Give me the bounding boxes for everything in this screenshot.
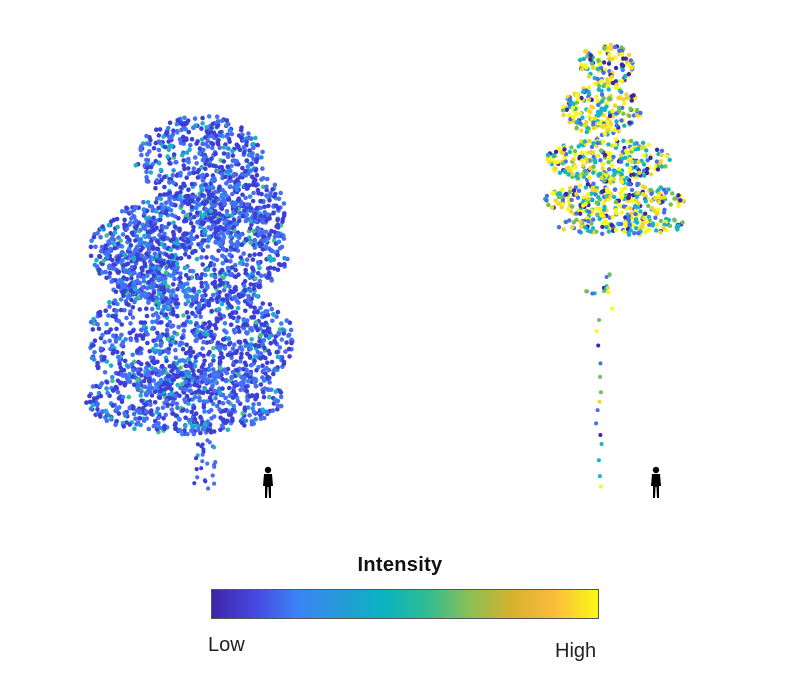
- broadleaf-tree-point-cloud: [84, 114, 295, 491]
- person-silhouette-icon: [263, 466, 273, 498]
- intensity-colorbar: [211, 589, 599, 619]
- person-silhouette-icon: [651, 466, 661, 498]
- colorbar-high-label: High: [555, 640, 597, 662]
- colorbar-title: Intensity: [357, 554, 443, 576]
- colorbar-low-label: Low: [208, 634, 245, 656]
- conifer-tree-point-cloud: [543, 42, 686, 489]
